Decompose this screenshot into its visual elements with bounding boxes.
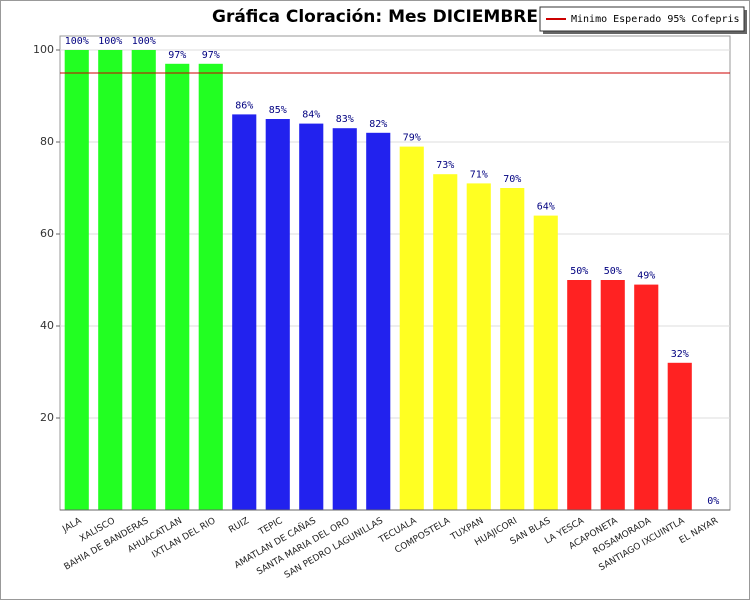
bar xyxy=(165,63,190,511)
bar xyxy=(500,188,525,510)
y-tick-label: 60 xyxy=(40,227,54,240)
legend-label: Minimo Esperado 95% Cofepris xyxy=(571,14,740,25)
bar xyxy=(667,362,692,510)
value-label: 50% xyxy=(570,266,588,277)
value-label: 97% xyxy=(202,50,220,61)
value-label: 49% xyxy=(637,271,655,282)
legend-box xyxy=(539,6,745,32)
value-label: 0% xyxy=(707,496,719,507)
bar xyxy=(433,174,458,510)
bar xyxy=(64,50,89,510)
y-tick-label: 100 xyxy=(33,43,54,56)
value-label: 85% xyxy=(269,105,287,116)
bar xyxy=(265,119,290,510)
value-label: 86% xyxy=(235,100,253,111)
chart-title: Gráfica Cloración: Mes DICIEMBRE xyxy=(212,7,538,27)
value-label: 70% xyxy=(503,174,521,185)
value-label: 97% xyxy=(168,50,186,61)
bar xyxy=(600,280,625,510)
bar xyxy=(567,280,592,510)
bar xyxy=(198,63,223,511)
bar xyxy=(332,128,357,510)
bar xyxy=(232,114,257,511)
bar xyxy=(533,215,558,510)
value-label: 100% xyxy=(132,36,156,47)
y-tick-label: 80 xyxy=(40,135,54,148)
value-label: 83% xyxy=(336,114,354,125)
y-tick-label: 20 xyxy=(40,411,54,424)
value-label: 84% xyxy=(302,110,320,121)
value-label: 32% xyxy=(671,349,689,360)
bar xyxy=(131,50,156,510)
bar xyxy=(98,50,123,510)
value-label: 64% xyxy=(537,202,555,213)
bar xyxy=(634,284,659,510)
value-label: 73% xyxy=(436,160,454,171)
y-tick-label: 40 xyxy=(40,319,54,332)
plot-area xyxy=(59,35,731,511)
value-label: 79% xyxy=(403,133,421,144)
value-label: 100% xyxy=(65,36,89,47)
value-label: 50% xyxy=(604,266,622,277)
value-label: 71% xyxy=(470,169,488,180)
bar xyxy=(399,146,424,510)
value-label: 100% xyxy=(98,36,122,47)
bar xyxy=(466,183,491,510)
value-label: 82% xyxy=(369,119,387,130)
bar xyxy=(366,132,391,511)
bar xyxy=(299,123,324,510)
